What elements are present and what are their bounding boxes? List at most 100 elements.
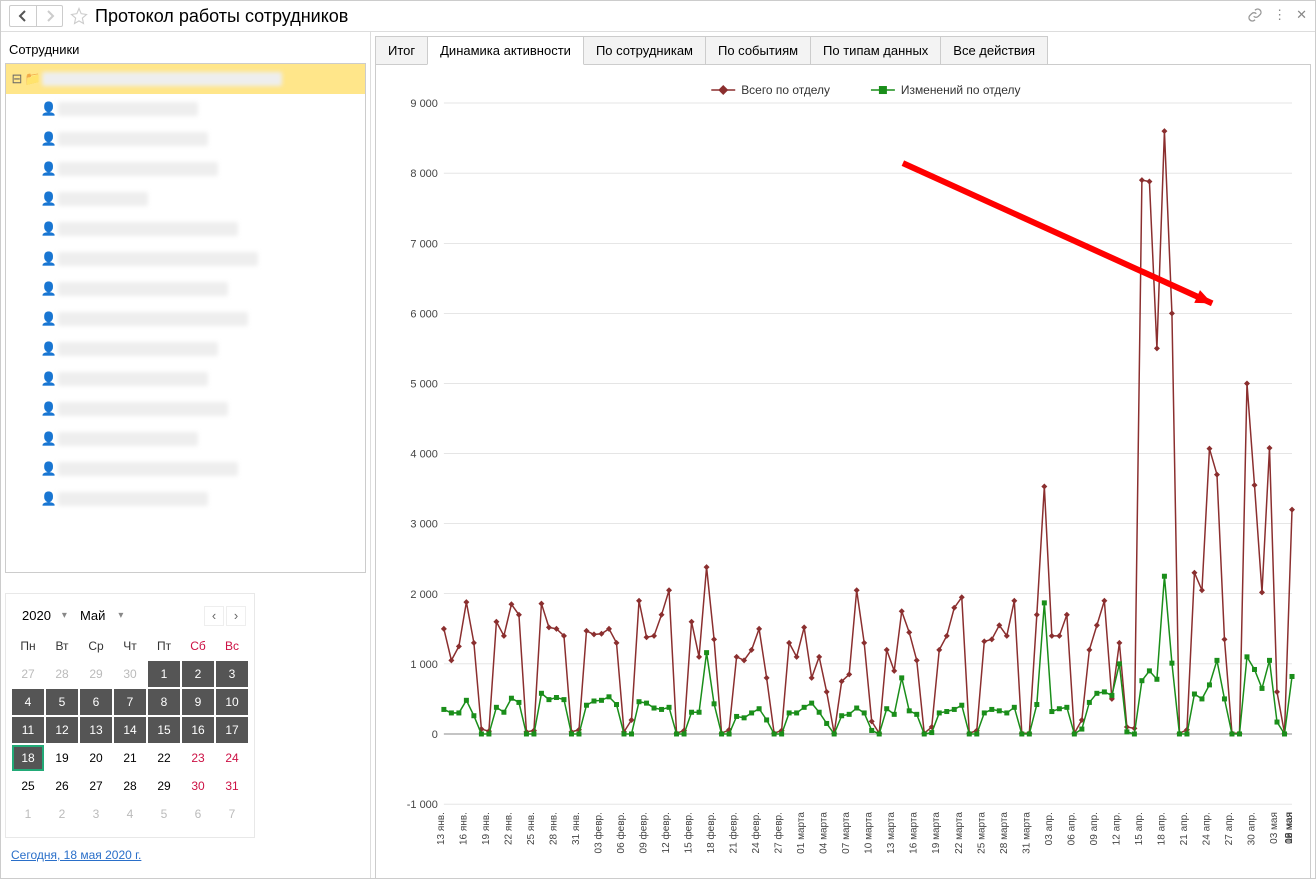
tree-employee-row[interactable]: 👤 <box>6 394 365 424</box>
svg-text:9 000: 9 000 <box>410 98 437 110</box>
calendar-day[interactable]: 19 <box>46 745 78 771</box>
folder-icon: 📁 <box>24 71 42 87</box>
favorite-star-icon[interactable] <box>69 6 89 26</box>
chart-container: -1 00001 0002 0003 0004 0005 0006 0007 0… <box>375 64 1311 878</box>
svg-text:13 янв.: 13 янв. <box>436 812 447 845</box>
calendar-day[interactable]: 23 <box>182 745 214 771</box>
calendar-day[interactable]: 30 <box>114 661 146 687</box>
calendar-dow: Чт <box>114 635 146 657</box>
calendar-day[interactable]: 28 <box>46 661 78 687</box>
tree-employee-row[interactable]: 👤 <box>6 184 365 214</box>
calendar-day[interactable]: 17 <box>216 717 248 743</box>
calendar-day[interactable]: 20 <box>80 745 112 771</box>
calendar-day[interactable]: 3 <box>216 661 248 687</box>
calendar-day[interactable]: 7 <box>216 801 248 827</box>
calendar-day[interactable]: 21 <box>114 745 146 771</box>
tree-employee-row[interactable]: 👤 <box>6 154 365 184</box>
calendar-day[interactable]: 11 <box>12 717 44 743</box>
svg-text:31 янв.: 31 янв. <box>571 812 582 845</box>
svg-text:28 марта: 28 марта <box>999 812 1010 854</box>
svg-text:27 февр.: 27 февр. <box>773 812 785 853</box>
tree-employee-row[interactable]: 👤 <box>6 334 365 364</box>
back-button[interactable] <box>10 6 36 26</box>
tab[interactable]: По событиям <box>705 36 811 65</box>
tree-employee-row[interactable]: 👤 <box>6 214 365 244</box>
calendar-day[interactable]: 7 <box>114 689 146 715</box>
tree-employee-row[interactable]: 👤 <box>6 424 365 454</box>
svg-text:03 мая: 03 мая <box>1269 812 1280 844</box>
calendar-day[interactable]: 8 <box>148 689 180 715</box>
calendar-day[interactable]: 24 <box>216 745 248 771</box>
tab[interactable]: Динамика активности <box>427 36 584 65</box>
tab[interactable]: По типам данных <box>810 36 941 65</box>
tree-employee-row[interactable]: 👤 <box>6 304 365 334</box>
tab[interactable]: По сотрудникам <box>583 36 706 65</box>
year-dropdown-icon[interactable]: ▾ <box>59 610 70 621</box>
link-icon[interactable] <box>1247 7 1263 26</box>
employees-tree[interactable]: ⊟📁👤👤👤👤👤👤👤👤👤👤👤👤👤👤 <box>5 63 366 573</box>
calendar-day[interactable]: 28 <box>114 773 146 799</box>
tree-employee-row[interactable]: 👤 <box>6 484 365 514</box>
calendar-day[interactable]: 18 <box>12 745 44 771</box>
calendar-day[interactable]: 22 <box>148 745 180 771</box>
calendar-day[interactable]: 25 <box>12 773 44 799</box>
calendar-day[interactable]: 13 <box>80 717 112 743</box>
calendar-day[interactable]: 5 <box>148 801 180 827</box>
tree-folder-row[interactable]: ⊟📁 <box>6 64 365 94</box>
svg-text:6 000: 6 000 <box>410 308 437 320</box>
calendar-day[interactable]: 9 <box>182 689 214 715</box>
calendar-year[interactable]: 2020 <box>14 604 59 627</box>
calendar-day[interactable]: 6 <box>80 689 112 715</box>
tree-employee-row[interactable]: 👤 <box>6 124 365 154</box>
calendar-day[interactable]: 5 <box>46 689 78 715</box>
calendar-day[interactable]: 2 <box>182 661 214 687</box>
calendar-day[interactable]: 6 <box>182 801 214 827</box>
calendar-dow: Сб <box>182 635 214 657</box>
tree-employee-row[interactable]: 👤 <box>6 244 365 274</box>
calendar-day[interactable]: 4 <box>12 689 44 715</box>
calendar-day[interactable]: 3 <box>80 801 112 827</box>
person-icon: 👤 <box>40 401 58 417</box>
calendar-prev-button[interactable]: ‹ <box>204 606 224 626</box>
calendar-day[interactable]: 27 <box>12 661 44 687</box>
svg-text:25 янв.: 25 янв. <box>526 812 537 845</box>
calendar-day[interactable]: 10 <box>216 689 248 715</box>
tree-employee-row[interactable]: 👤 <box>6 94 365 124</box>
tree-employee-row[interactable]: 👤 <box>6 454 365 484</box>
calendar-day[interactable]: 30 <box>182 773 214 799</box>
calendar-dow: Вс <box>216 635 248 657</box>
calendar-day[interactable]: 31 <box>216 773 248 799</box>
tab[interactable]: Итог <box>375 36 428 65</box>
svg-text:25 марта: 25 марта <box>976 812 987 854</box>
calendar-day[interactable]: 14 <box>114 717 146 743</box>
calendar-day[interactable]: 1 <box>148 661 180 687</box>
calendar-day[interactable]: 2 <box>46 801 78 827</box>
svg-text:2 000: 2 000 <box>410 589 437 601</box>
close-icon[interactable]: ✕ <box>1296 7 1307 26</box>
calendar-today-link[interactable]: Сегодня, 18 мая 2020 г. <box>11 848 366 862</box>
tab[interactable]: Все действия <box>940 36 1048 65</box>
calendar-day[interactable]: 12 <box>46 717 78 743</box>
person-icon: 👤 <box>40 371 58 387</box>
forward-button[interactable] <box>36 6 62 26</box>
calendar-day[interactable]: 29 <box>148 773 180 799</box>
calendar-day[interactable]: 1 <box>12 801 44 827</box>
calendar-next-button[interactable]: › <box>226 606 246 626</box>
svg-text:06 апр.: 06 апр. <box>1066 812 1077 845</box>
tree-expander-icon[interactable]: ⊟ <box>10 71 24 87</box>
tree-employee-row[interactable]: 👤 <box>6 274 365 304</box>
calendar-day[interactable]: 16 <box>182 717 214 743</box>
calendar-dow: Пт <box>148 635 180 657</box>
svg-text:12 февр.: 12 февр. <box>660 812 672 853</box>
calendar-dow: Ср <box>80 635 112 657</box>
calendar-day[interactable]: 4 <box>114 801 146 827</box>
calendar-day[interactable]: 15 <box>148 717 180 743</box>
month-dropdown-icon[interactable]: ▾ <box>115 610 126 621</box>
calendar-day[interactable]: 26 <box>46 773 78 799</box>
svg-text:07 марта: 07 марта <box>841 812 852 854</box>
more-icon[interactable]: ⋮ <box>1273 7 1286 26</box>
tree-employee-row[interactable]: 👤 <box>6 364 365 394</box>
calendar-day[interactable]: 27 <box>80 773 112 799</box>
calendar-day[interactable]: 29 <box>80 661 112 687</box>
calendar-month[interactable]: Май <box>70 604 115 627</box>
